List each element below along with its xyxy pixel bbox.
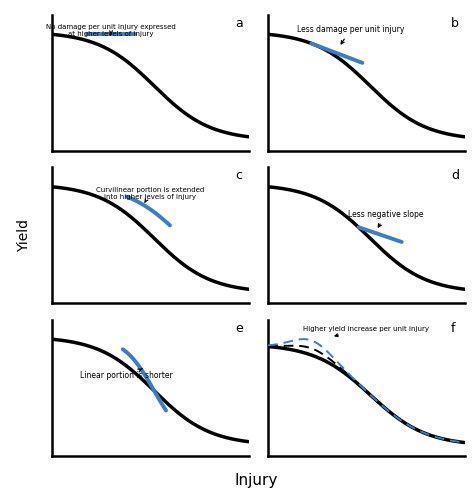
- Text: e: e: [235, 322, 243, 335]
- Text: Less damage per unit injury: Less damage per unit injury: [297, 25, 404, 44]
- Text: d: d: [451, 170, 459, 182]
- Text: b: b: [451, 17, 459, 30]
- Text: Curvilinear portion is extended
into higher levels of injury: Curvilinear portion is extended into hig…: [96, 187, 204, 202]
- Text: Less negative slope: Less negative slope: [348, 210, 424, 227]
- Text: f: f: [451, 322, 455, 335]
- Text: Linear portion is shorter: Linear portion is shorter: [81, 368, 173, 380]
- Text: Higher yield increase per unit injury: Higher yield increase per unit injury: [303, 326, 429, 337]
- Text: Injury: Injury: [234, 473, 278, 488]
- Text: Yield: Yield: [17, 219, 31, 252]
- Text: No damage per unit injury expressed
at higher levels of injury: No damage per unit injury expressed at h…: [46, 24, 176, 37]
- Text: a: a: [235, 17, 243, 30]
- Text: c: c: [235, 170, 242, 182]
